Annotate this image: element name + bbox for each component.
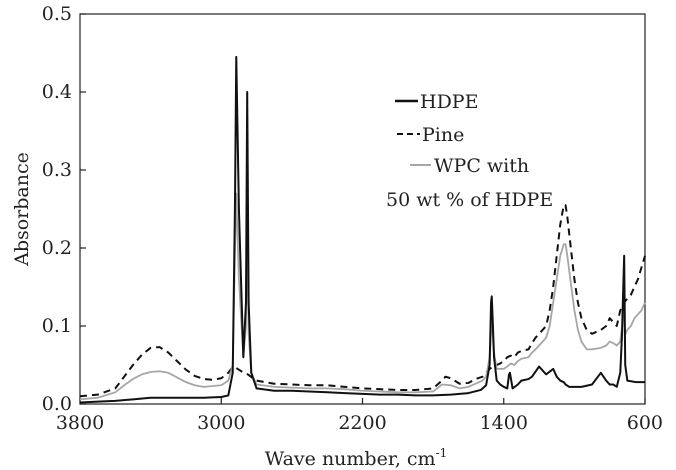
y-tick-label: 0.2 — [42, 237, 72, 259]
legend-label-hdpe: HDPE — [420, 91, 478, 113]
y-tick-label: 0.3 — [42, 159, 72, 181]
y-tick-label: 0.0 — [42, 393, 72, 415]
x-axis-title-text: Wave number, cm — [265, 448, 436, 470]
x-tick-label: 3000 — [197, 412, 245, 434]
x-axis-title: Wave number, cm-1 — [265, 446, 448, 470]
legend: HDPE Pine WPC with 50 wt % of HDPE — [386, 91, 553, 211]
series-line-pine — [79, 204, 646, 398]
x-tick-label: 600 — [627, 412, 663, 434]
y-tick-label: 0.1 — [42, 315, 72, 337]
x-tick-label: 1400 — [480, 412, 528, 434]
series-line-hdpe — [79, 55, 645, 404]
y-axis-title: Absorbance — [11, 152, 33, 267]
plot-area-border — [79, 13, 646, 405]
legend-label-wpc-line2: 50 wt % of HDPE — [386, 189, 553, 211]
x-tick-label: 2200 — [338, 412, 386, 434]
x-axis-ticks: 3800 3000 2200 1400 600 — [56, 398, 663, 434]
legend-label-pine: Pine — [422, 124, 464, 146]
series-layer — [79, 55, 646, 404]
plot-frame — [79, 13, 646, 405]
x-tick-label: 3800 — [56, 412, 104, 434]
y-tick-label: 0.5 — [42, 3, 72, 25]
legend-label-wpc: WPC with — [434, 155, 529, 177]
y-axis-ticks: 0.0 0.1 0.2 0.3 0.4 0.5 — [42, 3, 86, 415]
y-tick-label: 0.4 — [42, 81, 72, 103]
x-axis-title-superscript: -1 — [436, 446, 448, 460]
